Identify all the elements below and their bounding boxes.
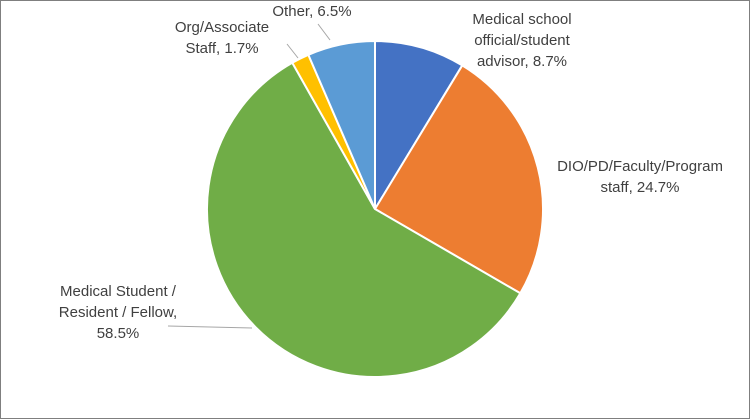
slice-label-1-line-1: staff, 24.7%: [601, 179, 680, 196]
pie-slice-4: [307, 39, 376, 210]
leader-line-4: [317, 23, 331, 41]
leader-line-2: [167, 325, 253, 329]
slice-label-2-line-0: Medical Student /: [60, 283, 177, 300]
slice-label-1: DIO/PD/Faculty/Program staff, 24.7%: [557, 158, 723, 196]
pie-slices: [206, 39, 544, 378]
slice-label-0-line-0: Medical school: [472, 11, 571, 28]
slice-label-1-line-0: DIO/PD/Faculty/Program: [557, 158, 723, 175]
leader-lines: [167, 23, 331, 329]
slice-labels: Medical school official/student advisor, 8…: [59, 3, 723, 342]
slice-label-0-line-2: advisor, 8.7%: [477, 53, 567, 70]
slice-label-2: Medical Student / Resident / Fellow, 58.5%: [59, 283, 177, 342]
slice-label-0-line-1: official/student: [474, 32, 570, 49]
pie-slice-0: [374, 39, 464, 213]
slice-label-2-line-2: 58.5%: [97, 325, 140, 342]
slice-label-4: Other, 6.5%: [272, 3, 351, 20]
slice-label-0: Medical school official/student advisor, 8…: [472, 11, 571, 70]
slice-label-3: Org/Associate Staff, 1.7%: [175, 19, 269, 57]
pie-slice-2: [206, 61, 522, 378]
slice-label-3-line-0: Org/Associate: [175, 19, 269, 36]
slice-label-3-line-1: Staff, 1.7%: [185, 40, 258, 57]
leader-line-3: [286, 43, 299, 59]
pie-slice-1: [373, 64, 544, 295]
slice-label-4-line-0: Other, 6.5%: [272, 3, 351, 20]
slice-label-2-line-1: Resident / Fellow,: [59, 304, 177, 321]
